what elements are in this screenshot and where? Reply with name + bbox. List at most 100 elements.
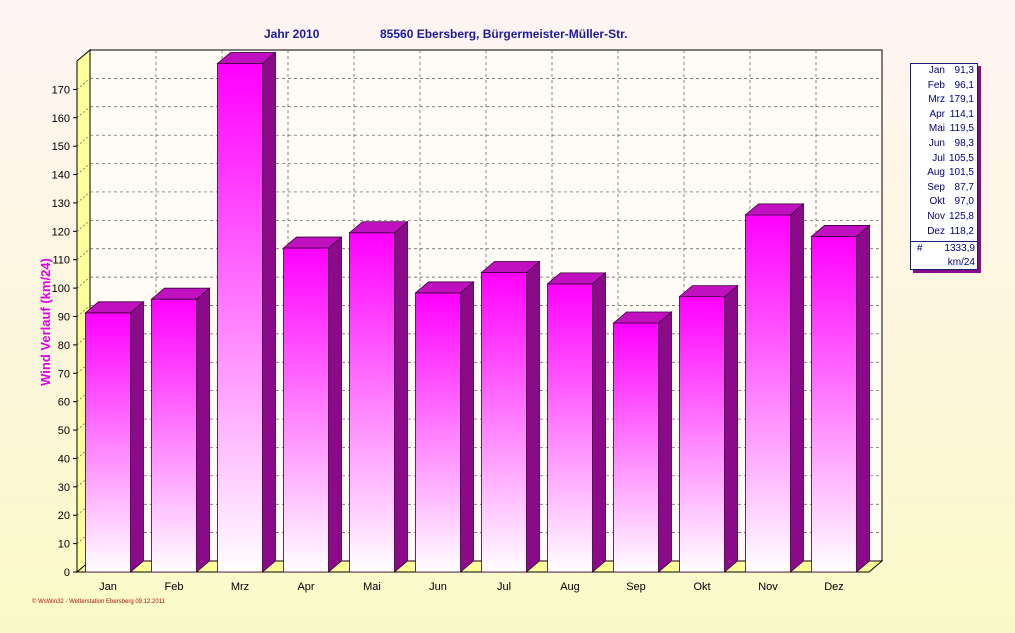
bar-top: [84, 301, 145, 314]
bar-top: [744, 203, 805, 216]
legend-item: Okt 97,0: [911, 195, 977, 210]
bar: [348, 220, 409, 573]
legend-item-value: 87,7: [954, 181, 974, 193]
legend-item: Jul 105,5: [911, 152, 977, 167]
bar-top: [150, 287, 211, 300]
bar: [612, 311, 673, 573]
bar-front: [613, 322, 659, 573]
grid-line-wall: [76, 532, 91, 544]
legend-item-value: 179,1: [948, 94, 974, 106]
bar-top: [216, 52, 277, 64]
legend-item: Mrz 179,1: [911, 93, 977, 108]
y-tick-label: 130: [52, 198, 70, 210]
x-axis-ticks: Jan Feb Mrz Apr Mai Jun Jul Aug Sep Okt Nov Dez: [99, 581, 844, 593]
legend-item: Aug 101,5: [911, 166, 977, 181]
bar: [84, 300, 145, 573]
grid-line-wall: [76, 163, 91, 175]
legend-item: Sep 87,7: [911, 181, 977, 196]
bar: [810, 224, 871, 573]
y-tick-label: 30: [58, 482, 70, 494]
bar: [546, 271, 607, 573]
y-tick-label: 70: [58, 368, 70, 380]
legend: Jan 91,3 Feb 96,1 Mrz 179,1 Apr 114,1 Mai 119,5 Ju…: [910, 63, 978, 271]
y-tick-label: 20: [58, 510, 70, 522]
bar: [150, 287, 211, 573]
grid-line-wall: [76, 390, 91, 402]
grid-line-wall: [76, 106, 91, 119]
y-tick-label: 10: [58, 539, 70, 551]
bar-side: [394, 220, 408, 573]
legend-item-value: 114,1: [949, 108, 974, 120]
grid-line-wall: [76, 191, 91, 204]
x-tick-label: Sep: [626, 581, 646, 593]
grid-line-wall: [76, 362, 91, 374]
x-tick-label: Mai: [363, 581, 381, 593]
legend-item-name: Jul: [932, 152, 945, 164]
x-tick-label: Apr: [297, 581, 314, 593]
bar-side: [130, 300, 144, 573]
bar-top: [546, 272, 607, 285]
footer-credit: © WsWin32 - Wetterstation Ebersberg 09.1…: [32, 599, 165, 605]
bar: [744, 203, 805, 573]
bar-top: [612, 311, 673, 324]
y-tick-label: 90: [58, 312, 70, 324]
y-tick-label: 160: [52, 113, 70, 125]
legend-total: #1333,9: [911, 242, 977, 256]
legend-item-name: Apr: [929, 108, 945, 120]
bar-top: [282, 236, 343, 249]
bar-side: [460, 281, 474, 573]
bar-front: [217, 63, 263, 573]
y-tick-label: 50: [58, 425, 70, 437]
legend-item-value: 125,8: [948, 210, 974, 222]
bar-front: [151, 298, 197, 573]
y-axis-ticks: 0 10 20 30 40 50 60 70 80 90 100 110 120 130 140 150 160…: [52, 84, 77, 579]
bar-side: [592, 271, 606, 573]
legend-item: Jun 98,3: [911, 137, 977, 152]
legend-item-name: Mai: [928, 123, 945, 135]
legend-item: Jan 91,3: [911, 64, 977, 79]
legend-separator: [911, 241, 977, 243]
legend-unit: km/24: [947, 257, 975, 269]
x-tick-label: Feb: [165, 581, 184, 593]
legend-total-value: 1333,9: [944, 243, 975, 255]
legend-item-name: Jun: [928, 137, 945, 149]
legend-item-value: 119,5: [949, 123, 974, 135]
bar-side: [196, 287, 210, 573]
legend-item-name: Nov: [927, 210, 945, 222]
grid-line-wall: [76, 305, 91, 317]
legend-item-value: 91,3: [954, 65, 974, 76]
legend-item-name: Mrz: [928, 94, 945, 106]
bar-top: [810, 225, 871, 237]
bar-top: [480, 261, 541, 273]
y-tick-label: 140: [52, 170, 70, 182]
grid-line-wall: [76, 134, 91, 147]
x-tick-label: Dez: [824, 581, 844, 593]
y-tick-label: 150: [52, 141, 70, 153]
x-tick-label: Mrz: [231, 581, 249, 593]
chart-title-location: 85560 Ebersberg, Bürgermeister-Müller-St…: [380, 27, 628, 41]
bar-front: [283, 247, 329, 573]
bar-front: [745, 214, 791, 573]
bars: [84, 51, 871, 573]
grid-line-wall: [76, 276, 91, 289]
grid-line-wall: [76, 475, 91, 488]
x-tick-label: Jul: [497, 581, 511, 593]
bar-side: [790, 203, 804, 573]
y-tick-label: 120: [52, 226, 70, 238]
legend-item-name: Okt: [929, 196, 945, 208]
x-tick-label: Okt: [693, 581, 710, 593]
x-tick-label: Aug: [560, 581, 580, 593]
bar-side: [262, 51, 276, 573]
y-tick-label: 0: [64, 567, 70, 579]
legend-item: Mai 119,5: [911, 122, 977, 137]
grid-line-wall: [76, 248, 91, 260]
legend-item-value: 97,0: [954, 196, 974, 208]
grid-line-wall: [76, 503, 91, 516]
bar-side: [328, 236, 342, 573]
bar-front: [85, 312, 131, 573]
bar-front: [679, 296, 725, 573]
bar: [480, 260, 541, 573]
y-tick-label: 110: [52, 255, 70, 267]
legend-item-name: Sep: [927, 181, 945, 193]
bar-side: [856, 224, 870, 573]
